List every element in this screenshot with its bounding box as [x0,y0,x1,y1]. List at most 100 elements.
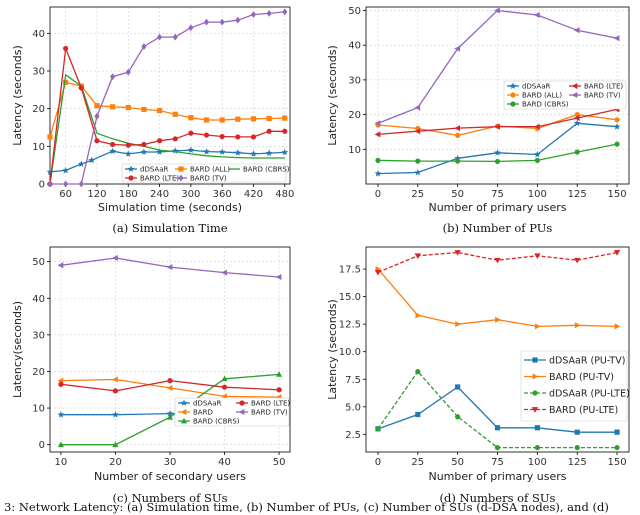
data-point [573,257,581,264]
data-point [171,147,179,154]
x-axis-label: Simulation time (seconds) [98,201,242,214]
series-bard-pu-lte [374,250,621,276]
y-tick-label: 20 [32,104,45,115]
x-tick-label: 50 [451,457,464,468]
data-point [614,444,620,451]
data-point [614,323,621,330]
y-tick-label: 40 [348,41,361,52]
y-axis-label: Latency (seconds) [326,299,339,400]
x-tick-label: 125 [568,189,587,200]
x-axis-label: Number of primary users [428,201,566,214]
data-point [614,117,620,123]
legend-label: BARD (TV) [251,409,288,417]
data-point [374,269,382,276]
y-tick-label: 10.0 [339,347,361,358]
y-axis-label: Latency (seconds) [11,45,24,146]
x-axis-label: Number of primary users [428,470,566,483]
y-tick-label: 15.0 [339,292,361,303]
legend-label: BARD (LTE) [584,83,623,91]
plot-frame [49,6,291,185]
data-point [574,149,580,155]
x-tick-label: 0 [375,189,381,200]
data-point [573,115,580,122]
x-axis-label: Number of secondary users [94,470,246,483]
legend: dDSAaR BARD (LTE) BARD BARD (TV) BARD (CBRS) [174,397,290,427]
data-point [187,146,195,154]
data-point [235,16,241,24]
data-point [614,141,620,147]
data-point [58,381,64,387]
data-point [455,132,461,139]
data-point [275,274,282,281]
legend: dDSAaR (PU-TV) BARD (PU-TV) dDSAaR (PU-LTE… [520,350,630,422]
data-point [188,24,194,32]
data-point [573,27,580,34]
data-point [455,414,461,420]
x-tick-label: 300 [181,189,200,200]
series-line [377,108,618,136]
data-point [109,147,117,155]
data-point [63,79,69,85]
data-point [110,73,116,81]
data-point [125,142,131,148]
data-point [613,123,621,130]
data-point [57,411,65,418]
legend-marker [509,82,517,89]
series-line [49,81,285,138]
chart-caption: (b) Number of PUs [443,221,553,235]
series-bard-lte [374,106,620,138]
y-tick-label: 5.0 [345,402,361,413]
y-tick-label: 20 [32,367,45,378]
x-tick-label: 50 [451,189,464,200]
data-point [415,368,421,375]
y-tick-label: 10 [348,145,361,156]
data-point [282,8,288,16]
data-point [188,130,194,136]
series-line [377,268,618,328]
legend-label: dDSAaR [193,400,221,408]
data-point [62,166,70,174]
x-tick-label: 100 [528,189,547,200]
data-point [250,134,257,140]
legend-marker [532,357,538,363]
data-point [188,115,194,121]
series-line [49,73,285,185]
legend-label: dDSAaR (PU-TV) [549,356,625,367]
data-point [57,262,64,269]
data-point [281,148,289,156]
data-point [203,117,210,123]
y-tick-label: 12.5 [339,320,361,331]
data-point [203,148,210,155]
data-point [282,128,288,134]
data-point [574,322,581,329]
series-line [50,11,285,185]
y-tick-label: 40 [32,29,45,40]
data-point [94,138,100,144]
data-point [494,444,501,451]
legend-label: BARD (CBRS) [522,101,569,109]
x-tick-label: 10 [55,457,68,468]
legend-marker [239,400,245,406]
y-tick-label: 50 [348,6,361,17]
series-bard-cbrs [375,141,620,165]
data-point [455,158,461,164]
legend-marker [180,399,188,406]
data-point [494,7,500,14]
data-point [534,444,540,451]
x-tick-label: 420 [244,189,263,200]
data-point [374,120,381,127]
data-point [88,156,96,164]
legend-box [174,397,290,427]
y-tick-label: 0 [39,440,45,451]
legend-marker [178,174,184,182]
y-tick-label: 40 [32,294,45,305]
chart-caption: (c) Numbers of SUs [113,491,228,505]
series-bard-lte [58,378,282,394]
legend-marker [181,417,187,424]
legend-label: BARD (LTE) [251,400,290,408]
chart-caption: (d) Numbers of SUs [440,491,556,505]
x-tick-label: 480 [275,189,294,200]
x-tick-label: 50 [273,457,286,468]
